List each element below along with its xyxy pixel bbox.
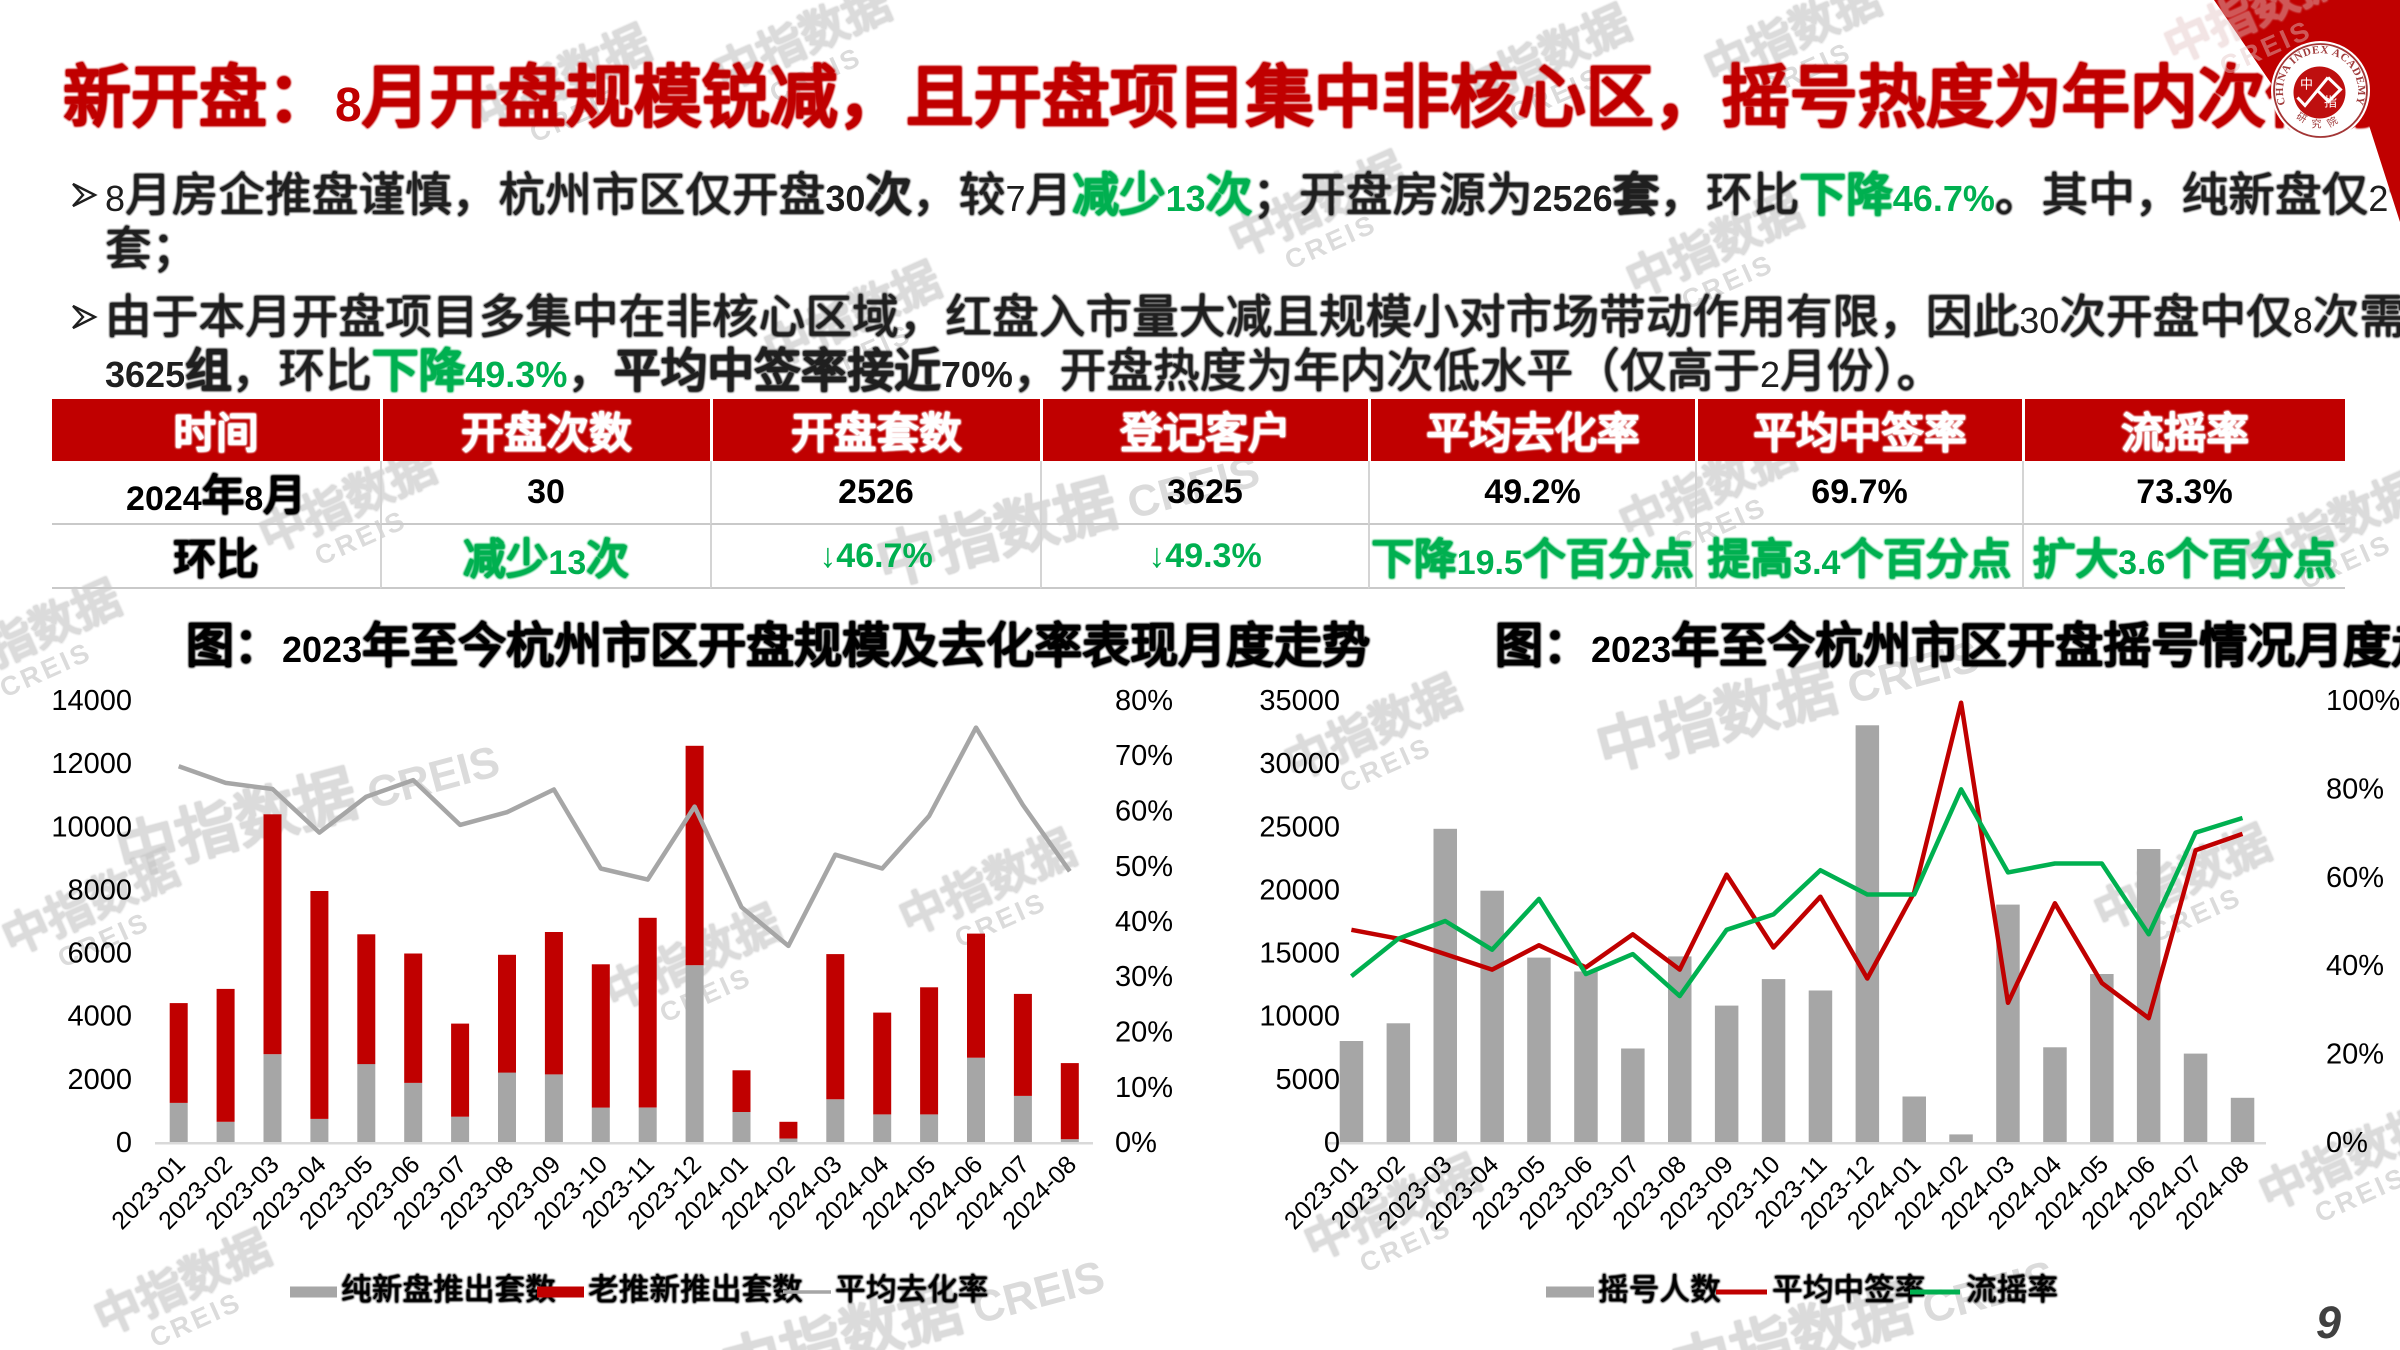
svg-text:60%: 60% — [1115, 796, 1173, 828]
svg-text:30%: 30% — [1115, 961, 1173, 993]
svg-text:流摇率: 流摇率 — [1966, 1272, 2058, 1307]
svg-text:4000: 4000 — [67, 1001, 132, 1033]
svg-text:20%: 20% — [1115, 1017, 1173, 1049]
svg-text:老推新推出套数: 老推新推出套数 — [588, 1272, 803, 1307]
svg-text:摇号人数: 摇号人数 — [1598, 1272, 1721, 1307]
svg-text:14000: 14000 — [51, 685, 132, 717]
svg-text:80%: 80% — [2326, 773, 2384, 805]
svg-text:15000: 15000 — [1259, 938, 1340, 970]
svg-text:8000: 8000 — [67, 874, 132, 906]
svg-text:35000: 35000 — [1259, 685, 1340, 717]
svg-text:纯新盘推出套数: 纯新盘推出套数 — [341, 1272, 556, 1307]
svg-text:12000: 12000 — [51, 748, 132, 780]
svg-text:60%: 60% — [2326, 862, 2384, 894]
svg-text:0: 0 — [1324, 1127, 1340, 1159]
svg-text:0%: 0% — [1115, 1127, 1157, 1159]
svg-text:平均中签率: 平均中签率 — [1772, 1272, 1925, 1307]
svg-text:5000: 5000 — [1275, 1064, 1340, 1096]
svg-text:0%: 0% — [2326, 1127, 2368, 1159]
svg-text:100%: 100% — [2326, 685, 2400, 717]
svg-text:25000: 25000 — [1259, 811, 1340, 843]
svg-text:10000: 10000 — [1259, 1001, 1340, 1033]
svg-text:30000: 30000 — [1259, 748, 1340, 780]
svg-text:2000: 2000 — [67, 1064, 132, 1096]
svg-text:中: 中 — [2300, 77, 2313, 92]
svg-text:20000: 20000 — [1259, 874, 1340, 906]
svg-text:0: 0 — [116, 1127, 132, 1159]
svg-text:70%: 70% — [1115, 740, 1173, 772]
svg-text:6000: 6000 — [67, 938, 132, 970]
svg-text:平均去化率: 平均去化率 — [835, 1272, 988, 1307]
svg-text:40%: 40% — [2326, 950, 2384, 982]
svg-text:20%: 20% — [2326, 1039, 2384, 1071]
svg-text:指: 指 — [2324, 95, 2337, 110]
svg-text:10%: 10% — [1115, 1072, 1173, 1104]
svg-text:80%: 80% — [1115, 685, 1173, 717]
svg-text:50%: 50% — [1115, 851, 1173, 883]
svg-text:10000: 10000 — [51, 811, 132, 843]
svg-text:40%: 40% — [1115, 906, 1173, 938]
